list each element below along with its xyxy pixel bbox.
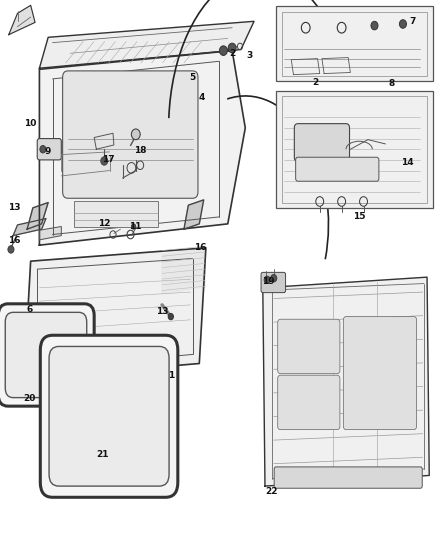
Text: 10: 10 [24,119,36,128]
Circle shape [131,129,140,140]
Text: 12: 12 [98,220,110,228]
Bar [282,96,427,203]
FancyBboxPatch shape [63,71,198,198]
Text: 20: 20 [24,394,36,403]
FancyBboxPatch shape [294,124,350,161]
Text: 2: 2 [229,49,235,58]
Text: 5: 5 [190,73,196,82]
Text: 2: 2 [312,78,318,87]
Bar [282,12,427,76]
Bar [276,91,433,208]
FancyBboxPatch shape [274,467,422,488]
Circle shape [371,21,378,30]
Polygon shape [162,248,205,294]
Circle shape [40,146,46,153]
FancyBboxPatch shape [54,336,145,368]
Text: 17: 17 [102,156,115,164]
Circle shape [399,20,406,28]
FancyBboxPatch shape [5,312,87,398]
Text: 8: 8 [389,79,395,87]
FancyBboxPatch shape [261,272,286,293]
FancyBboxPatch shape [343,317,417,430]
Text: 22: 22 [265,487,278,496]
Polygon shape [9,5,35,35]
Polygon shape [13,219,46,236]
Polygon shape [291,59,320,75]
FancyBboxPatch shape [296,157,379,181]
Text: 7: 7 [410,17,416,26]
Text: 18: 18 [134,146,146,155]
Polygon shape [39,51,245,245]
Circle shape [101,157,108,165]
Text: 13: 13 [156,308,168,316]
Circle shape [168,313,173,320]
Polygon shape [322,58,350,74]
FancyBboxPatch shape [278,375,340,430]
FancyBboxPatch shape [37,139,61,160]
Circle shape [264,276,270,284]
Text: 16: 16 [194,244,207,252]
FancyBboxPatch shape [278,319,340,374]
Text: 14: 14 [401,158,413,167]
Polygon shape [24,248,206,378]
Circle shape [271,274,277,282]
Text: 19: 19 [262,277,274,286]
Polygon shape [27,203,48,229]
FancyBboxPatch shape [0,304,94,406]
Circle shape [219,46,227,55]
Text: 15: 15 [353,212,365,221]
FancyBboxPatch shape [40,335,178,497]
Polygon shape [184,200,204,229]
Text: 9: 9 [44,147,50,156]
Circle shape [131,224,136,229]
Polygon shape [39,227,61,240]
Circle shape [8,246,14,253]
Text: 6: 6 [27,305,33,313]
Text: 4: 4 [198,93,205,101]
FancyBboxPatch shape [49,346,169,486]
Text: 3: 3 [247,51,253,60]
Polygon shape [263,277,429,486]
Text: 1: 1 [168,372,174,380]
Text: 16: 16 [8,237,20,245]
Bar [276,6,433,81]
Circle shape [228,43,236,53]
Text: 21: 21 [97,450,109,458]
Polygon shape [39,21,254,68]
Text: 13: 13 [8,204,20,212]
Polygon shape [94,133,114,149]
Text: 11: 11 [130,222,142,231]
Bar [74,201,158,227]
